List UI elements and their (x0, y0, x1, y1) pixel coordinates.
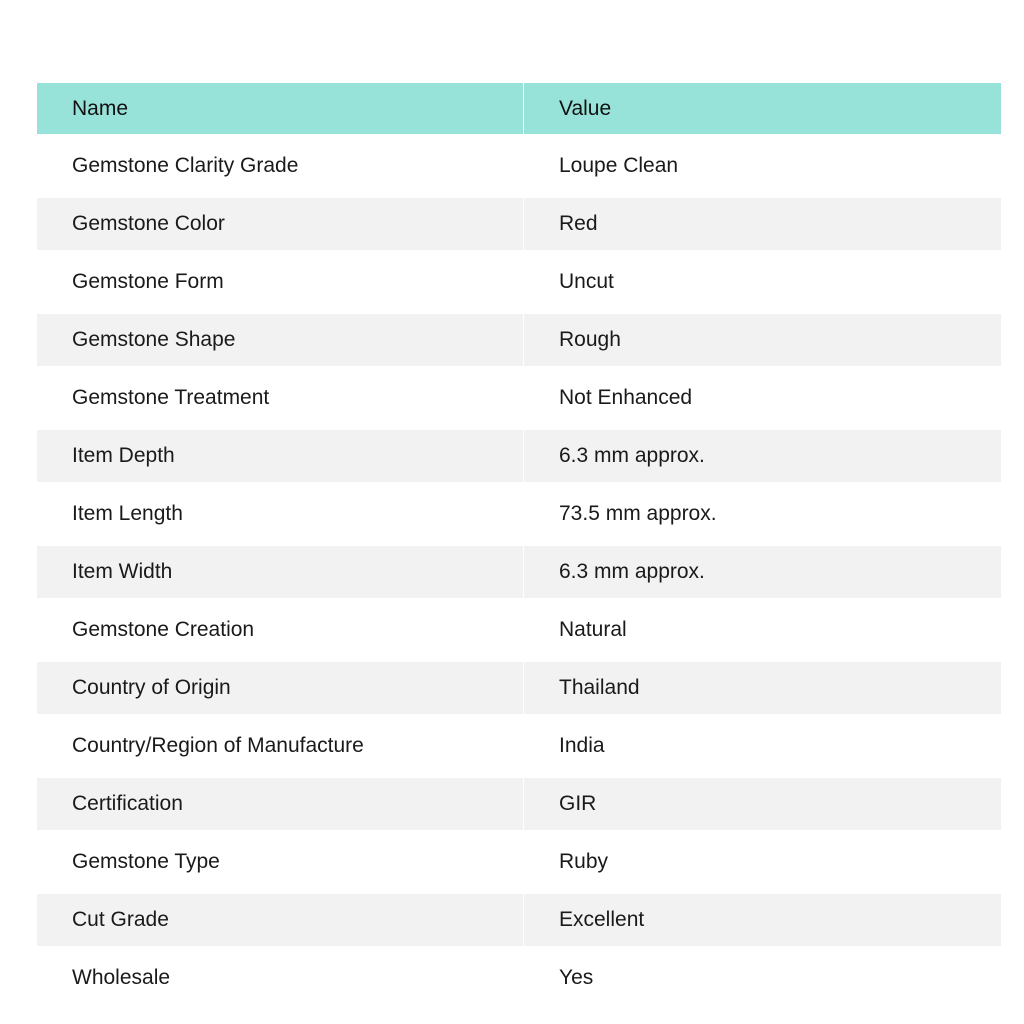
cell-value: 6.3 mm approx. (524, 540, 1001, 598)
cell-name: Country/Region of Manufacture (37, 714, 524, 772)
cell-value: Loupe Clean (524, 134, 1001, 192)
table-row: Item Depth 6.3 mm approx. (37, 424, 1001, 482)
table-row: Item Length 73.5 mm approx. (37, 482, 1001, 540)
table-row: Certification GIR (37, 772, 1001, 830)
cell-value: Ruby (524, 830, 1001, 888)
cell-value: Red (524, 192, 1001, 250)
table-row: Gemstone Shape Rough (37, 308, 1001, 366)
table-row: Gemstone Form Uncut (37, 250, 1001, 308)
table-row: Gemstone Treatment Not Enhanced (37, 366, 1001, 424)
cell-name: Cut Grade (37, 888, 524, 946)
cell-value: 6.3 mm approx. (524, 424, 1001, 482)
cell-name: Wholesale (37, 946, 524, 1004)
cell-value: Uncut (524, 250, 1001, 308)
table-row: Cut Grade Excellent (37, 888, 1001, 946)
cell-name: Gemstone Creation (37, 598, 524, 656)
cell-value: Not Enhanced (524, 366, 1001, 424)
cell-name: Country of Origin (37, 656, 524, 714)
cell-name: Item Depth (37, 424, 524, 482)
cell-value: GIR (524, 772, 1001, 830)
table-row: Gemstone Clarity Grade Loupe Clean (37, 134, 1001, 192)
cell-value: Rough (524, 308, 1001, 366)
column-header-name: Name (37, 83, 524, 134)
cell-name: Gemstone Treatment (37, 366, 524, 424)
cell-value: 73.5 mm approx. (524, 482, 1001, 540)
cell-value: Excellent (524, 888, 1001, 946)
cell-name: Item Length (37, 482, 524, 540)
column-header-value: Value (524, 83, 1001, 134)
cell-name: Gemstone Type (37, 830, 524, 888)
cell-name: Gemstone Shape (37, 308, 524, 366)
cell-name: Item Width (37, 540, 524, 598)
cell-name: Gemstone Form (37, 250, 524, 308)
cell-name: Certification (37, 772, 524, 830)
table-row: Wholesale Yes (37, 946, 1001, 1004)
cell-name: Gemstone Color (37, 192, 524, 250)
cell-value: Yes (524, 946, 1001, 1004)
table-row: Country of Origin Thailand (37, 656, 1001, 714)
cell-value: Thailand (524, 656, 1001, 714)
specifications-table: Name Value Gemstone Clarity Grade Loupe C… (37, 83, 1001, 1004)
table-row: Gemstone Creation Natural (37, 598, 1001, 656)
table-header-row: Name Value (37, 83, 1001, 134)
cell-value: India (524, 714, 1001, 772)
cell-name: Gemstone Clarity Grade (37, 134, 524, 192)
table-row: Item Width 6.3 mm approx. (37, 540, 1001, 598)
table-row: Country/Region of Manufacture India (37, 714, 1001, 772)
table-row: Gemstone Type Ruby (37, 830, 1001, 888)
cell-value: Natural (524, 598, 1001, 656)
table-row: Gemstone Color Red (37, 192, 1001, 250)
